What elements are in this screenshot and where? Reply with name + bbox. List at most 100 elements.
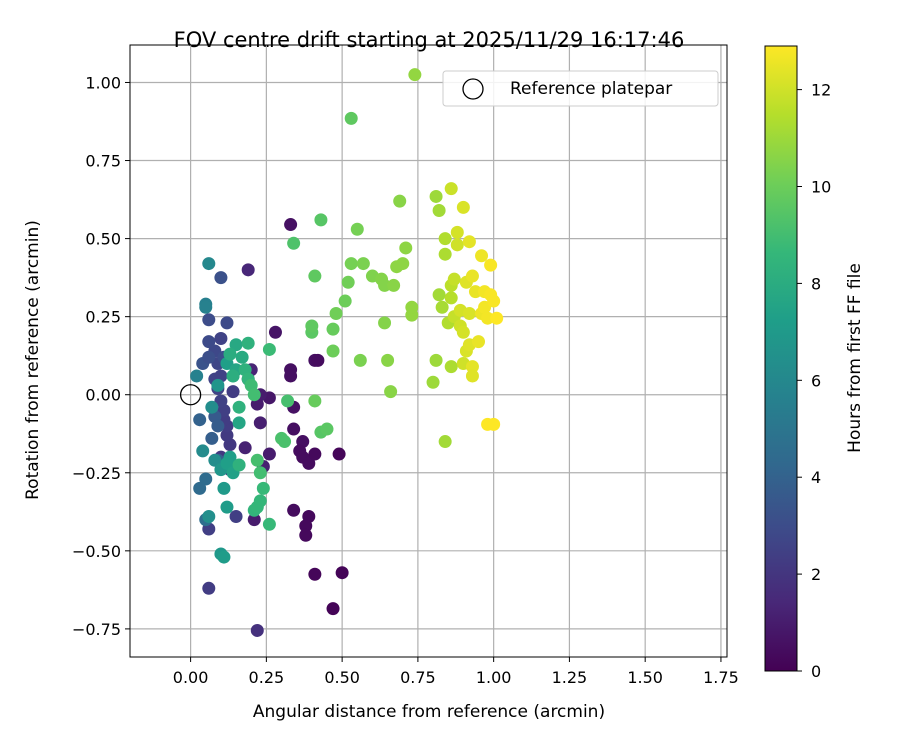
data-point (429, 353, 443, 367)
data-point (450, 238, 464, 252)
data-point (193, 413, 207, 427)
data-point (387, 278, 401, 292)
data-point (478, 300, 492, 314)
data-point (308, 394, 322, 408)
data-point (481, 311, 495, 325)
data-point (253, 494, 267, 508)
data-point (226, 369, 240, 383)
data-point (205, 431, 219, 445)
data-point (381, 353, 395, 367)
data-point (338, 294, 352, 308)
data-point (247, 388, 261, 402)
chart-title: FOV centre drift starting at 2025/11/29 … (174, 28, 685, 52)
data-point (299, 519, 313, 533)
data-point (205, 400, 219, 414)
data-point (214, 332, 228, 346)
data-point (287, 503, 301, 517)
data-point (241, 336, 255, 350)
data-point (262, 517, 276, 531)
data-point (287, 236, 301, 250)
data-point (438, 247, 452, 261)
data-point (490, 311, 504, 325)
data-point (444, 291, 458, 305)
data-point (220, 428, 234, 442)
x-tick-label: 1.75 (703, 668, 739, 687)
data-point (199, 472, 213, 486)
colorbar-gradient (764, 45, 798, 672)
data-point (472, 335, 486, 349)
data-point (217, 481, 231, 495)
data-point (232, 458, 246, 472)
data-point (487, 417, 501, 431)
y-axis-label: Rotation from reference (arcmin) (23, 220, 43, 500)
data-point (241, 263, 255, 277)
data-point (456, 200, 470, 214)
colorbar-tick-label: 6 (811, 371, 821, 390)
data-point (232, 400, 246, 414)
y-tick-label: −0.75 (72, 620, 121, 639)
colorbar-ticks: 0 2 4 6 8 10 12 (797, 81, 831, 681)
x-tick-label: 0.25 (249, 668, 285, 687)
data-point (353, 353, 367, 367)
legend-label-reference: Reference platepar (510, 79, 672, 99)
x-tick-label: 0.75 (400, 668, 436, 687)
data-point (393, 194, 407, 208)
data-point (211, 419, 225, 433)
y-tick-label: −0.25 (72, 464, 121, 483)
y-tick-label: 0.75 (85, 152, 121, 171)
data-point (475, 249, 489, 263)
x-tick-label: 0.50 (324, 668, 360, 687)
data-point (326, 602, 340, 616)
data-point (214, 271, 228, 285)
data-point (202, 257, 216, 271)
data-point (278, 435, 292, 449)
data-point (384, 385, 398, 399)
data-point (462, 307, 476, 321)
data-point (193, 481, 207, 495)
data-point (429, 189, 443, 203)
data-points (179, 68, 504, 637)
data-point (299, 528, 313, 542)
data-point (432, 288, 446, 302)
data-point (247, 513, 261, 527)
data-point (262, 342, 276, 356)
data-point (462, 235, 476, 249)
data-point (238, 441, 252, 455)
y-tick-label: 0.00 (85, 386, 121, 405)
data-point (468, 285, 482, 299)
data-point (465, 369, 479, 383)
data-point (311, 353, 325, 367)
data-point (308, 567, 322, 581)
data-point (408, 68, 422, 82)
data-point (190, 369, 204, 383)
legend-box (442, 70, 719, 107)
data-point (305, 319, 319, 333)
data-point (284, 369, 298, 383)
y-tick-label: 1.00 (85, 73, 121, 92)
data-point (487, 294, 501, 308)
data-point (223, 347, 237, 361)
x-tick-label: 1.50 (627, 668, 663, 687)
data-point (287, 422, 301, 436)
legend-marker-reference (462, 78, 484, 100)
x-axis-label: Angular distance from reference (arcmin) (253, 702, 605, 722)
data-point (396, 257, 410, 271)
data-point (308, 269, 322, 283)
data-point (314, 213, 328, 227)
data-point (465, 269, 479, 283)
data-point (484, 258, 498, 272)
y-tick-label: 0.25 (85, 308, 121, 327)
data-point (211, 378, 225, 392)
data-point (350, 222, 364, 236)
data-point (250, 453, 264, 467)
data-point (344, 257, 358, 271)
data-point (329, 307, 343, 321)
data-point (220, 316, 234, 330)
data-point (335, 566, 349, 580)
data-point (456, 325, 470, 339)
data-point (326, 344, 340, 358)
colorbar-tick-label: 8 (811, 274, 821, 293)
data-point (202, 509, 216, 523)
data-point (435, 300, 449, 314)
